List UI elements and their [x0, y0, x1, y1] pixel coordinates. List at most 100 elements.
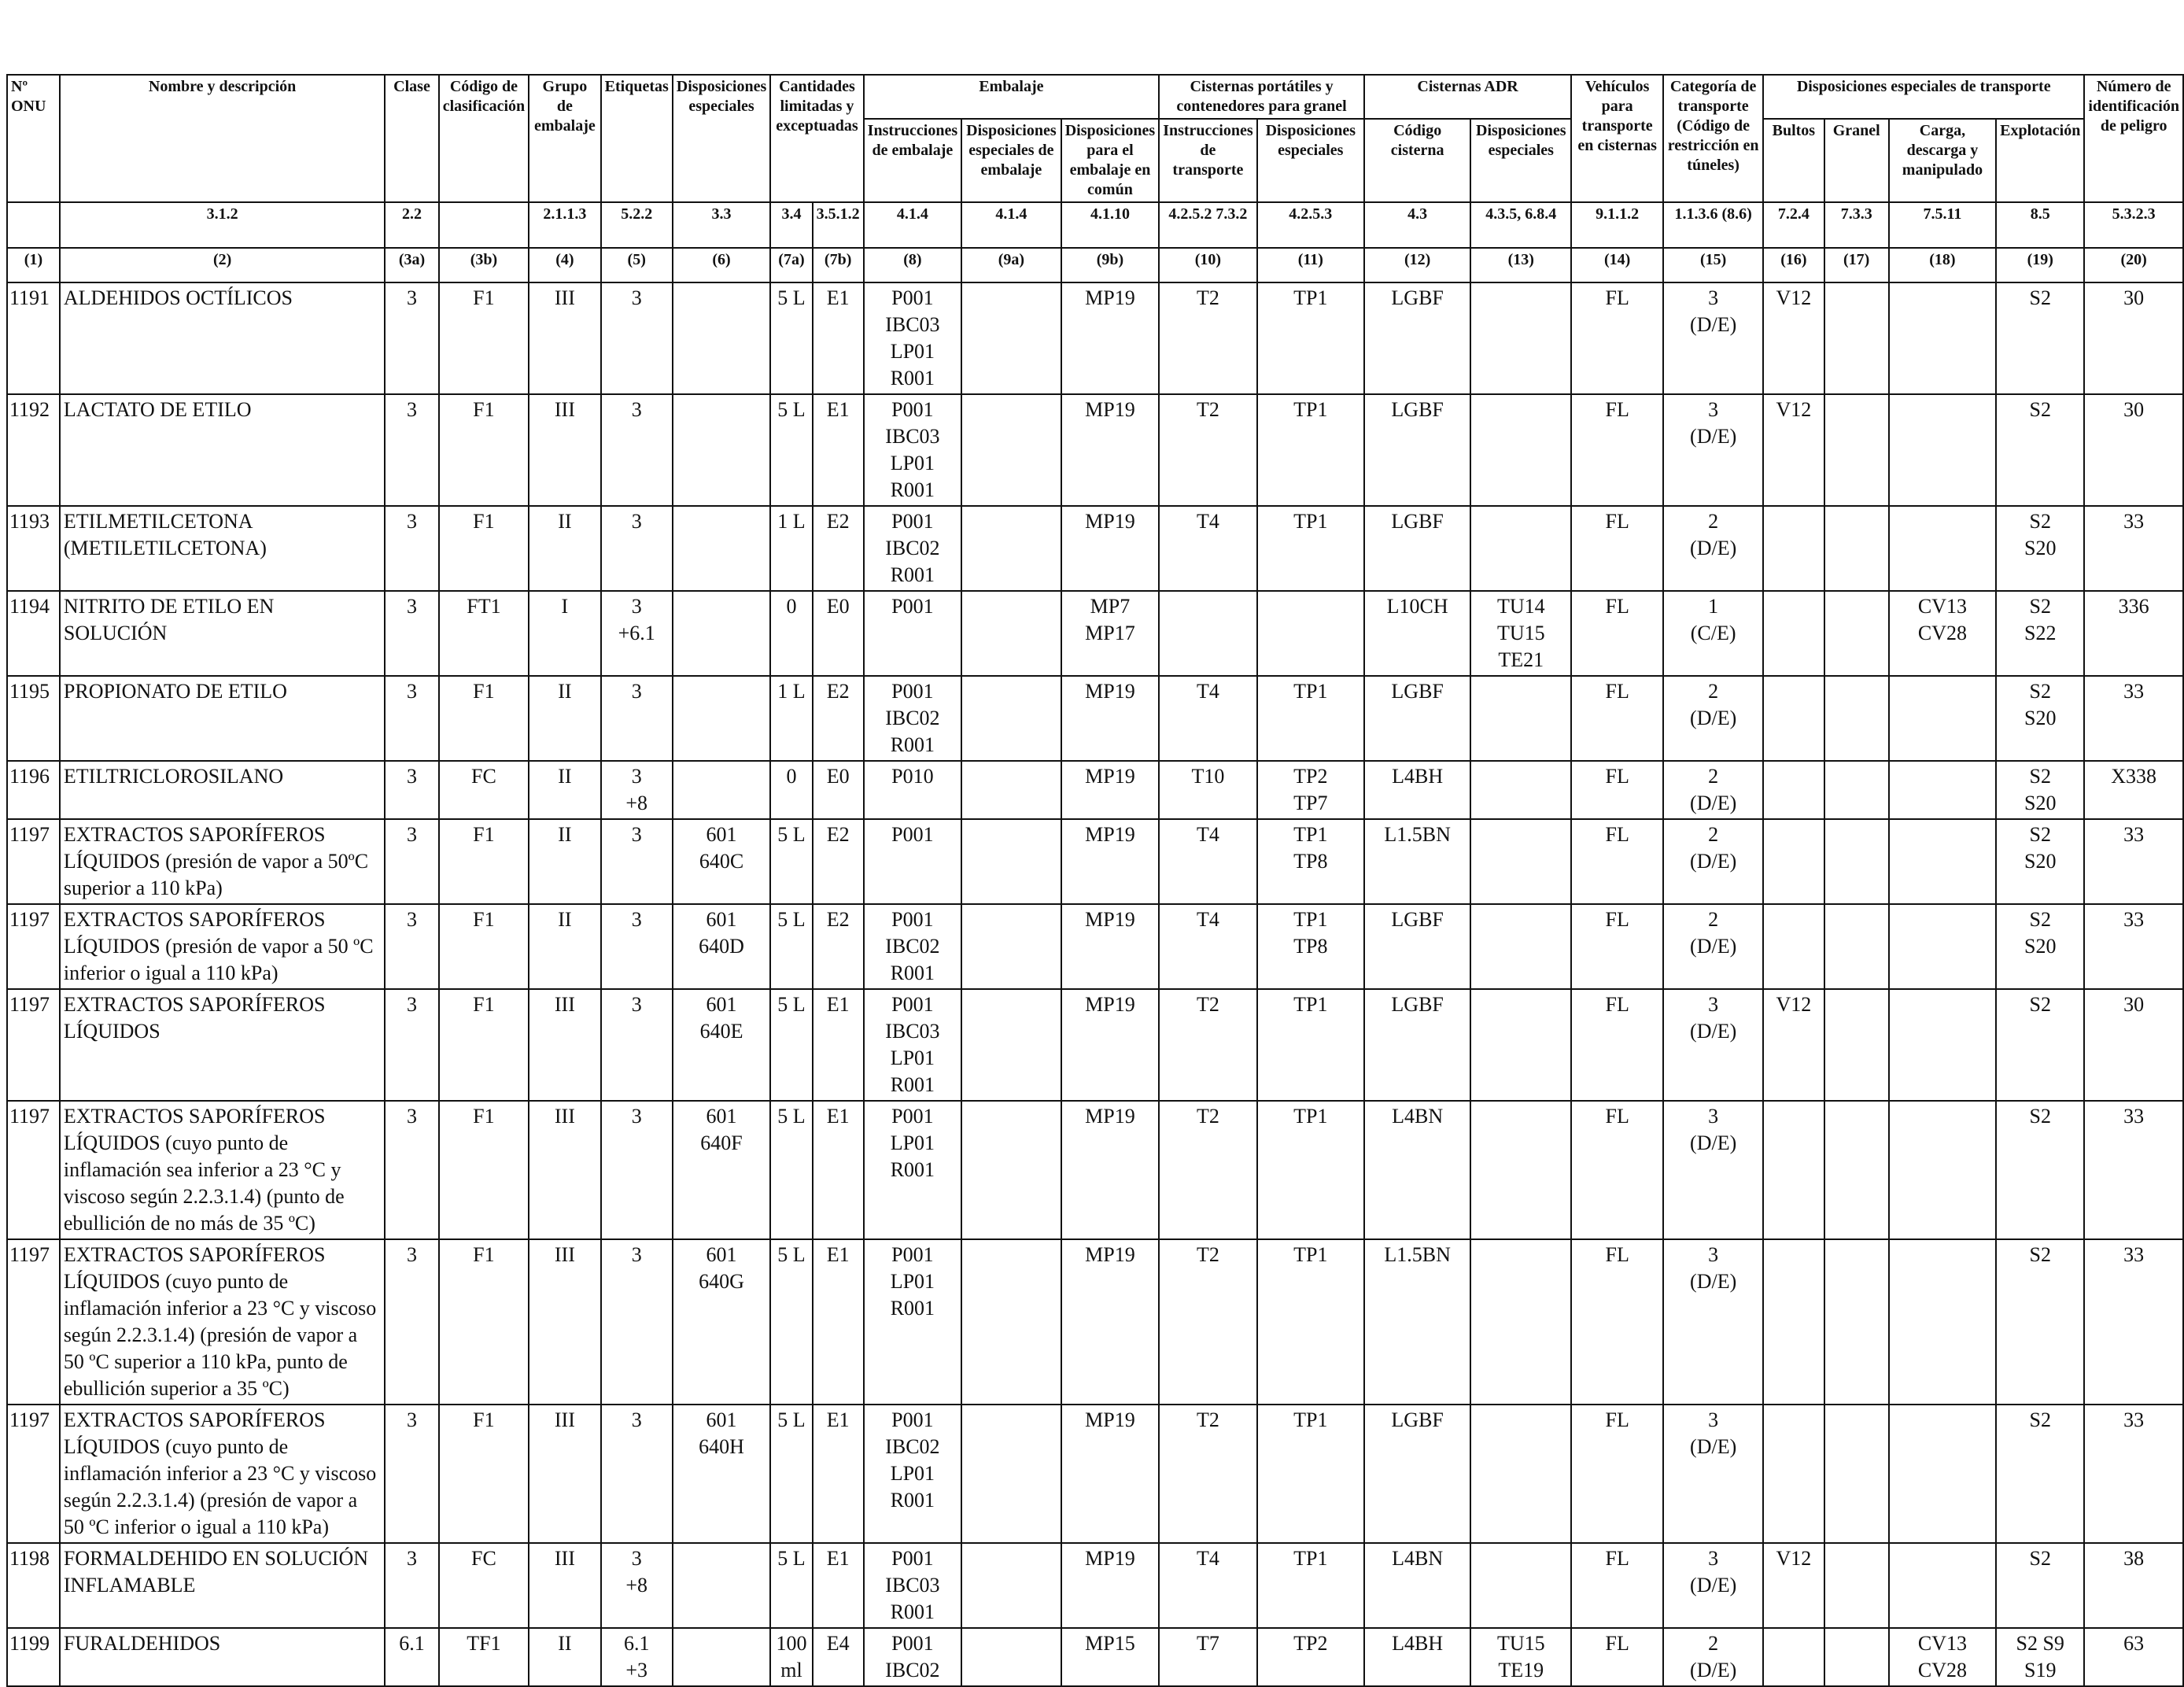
table-cell [671, 1627, 772, 1687]
reference-cell: 5.2.2 [599, 201, 673, 249]
header-emb-comun: Disposiciones para el embalaje en común [1060, 118, 1160, 203]
table-cell: L1.5BN [1363, 818, 1472, 905]
table-cell: MP19 [1060, 282, 1160, 395]
table-cell: FC [437, 760, 530, 820]
table-cell: 5 L [769, 282, 813, 395]
table-cell: TP1 TP8 [1256, 903, 1365, 990]
table-cell [1762, 1404, 1825, 1544]
column-number: (11) [1256, 247, 1365, 283]
reference-cell: 3.3 [671, 201, 772, 249]
table-cell: EXTRACTOS SAPORÍFEROS LÍQUIDOS [58, 988, 386, 1102]
table-cell: S2 [1995, 988, 2086, 1102]
table-cell: 1197 [6, 988, 61, 1102]
header-onu: Nº ONU [6, 74, 61, 203]
table-cell: MP19 [1060, 818, 1160, 905]
table-cell [1762, 675, 1825, 762]
table-row: 1191 ALDEHIDOS OCTÍLICOS 3 F1 III 3 5 L E1 P001 … [6, 282, 2184, 395]
table-cell: MP19 [1060, 760, 1160, 820]
table-cell: FL [1570, 903, 1665, 990]
table-cell: FURALDEHIDOS [58, 1627, 386, 1687]
header-emb-instr: Instrucciones de embalaje [862, 118, 963, 203]
table-cell: 3 +8 [599, 760, 673, 820]
header-cp-disp: Disposiciones especiales [1256, 118, 1365, 203]
table-cell: TP2 TP7 [1256, 760, 1365, 820]
table-cell [1823, 282, 1890, 395]
table-row: 1197 EXTRACTOS SAPORÍFEROS LÍQUIDOS (cuyo… [6, 1238, 2184, 1405]
table-cell [1887, 760, 1998, 820]
table-cell: S2 S20 [1995, 818, 2086, 905]
table-cell: 1193 [6, 505, 61, 592]
table-cell: E1 [811, 1542, 865, 1629]
table-cell: 2 (D/E) [1662, 760, 1765, 820]
table-cell: E4 [811, 1627, 865, 1687]
table-cell [671, 1542, 772, 1629]
table-cell: 3 [599, 818, 673, 905]
reference-cell: 4.1.10 [1060, 201, 1160, 249]
table-cell: III [528, 282, 602, 395]
column-number: (15) [1662, 247, 1765, 283]
column-number: (12) [1363, 247, 1472, 283]
header-cp-instr: Instrucciones de transporte [1158, 118, 1258, 203]
table-cell: 5 L [769, 988, 813, 1102]
table-cell: MP19 [1060, 505, 1160, 592]
column-number: (2) [58, 247, 386, 283]
column-number: (3b) [437, 247, 530, 283]
table-cell [1887, 1100, 1998, 1240]
table-cell [1887, 1404, 1998, 1544]
table-cell: 601 640F [671, 1100, 772, 1240]
table-cell: 33 [2083, 675, 2184, 762]
table-cell: LGBF [1363, 988, 1472, 1102]
table-cell: 3 [384, 1100, 440, 1240]
table-cell [1470, 1238, 1573, 1405]
reference-cell: 2.1.1.3 [528, 201, 602, 249]
column-number: (8) [862, 247, 963, 283]
table-cell: E1 [811, 282, 865, 395]
table-cell: 33 [2083, 1100, 2184, 1240]
table-cell [961, 590, 1062, 677]
table-cell: 1197 [6, 1404, 61, 1544]
table-cell: 601 640C [671, 818, 772, 905]
reference-cell: 7.2.4 [1762, 201, 1825, 249]
table-cell: 1197 [6, 818, 61, 905]
table-cell [1823, 988, 1890, 1102]
header-adr-codigo: Código cisterna [1363, 118, 1472, 203]
column-number: (17) [1823, 247, 1890, 283]
column-number: (20) [2083, 247, 2184, 283]
table-cell: T4 [1158, 903, 1258, 990]
table-cell: 3 [384, 590, 440, 677]
table-cell: FL [1570, 393, 1665, 507]
table-cell: F1 [437, 1238, 530, 1405]
table-cell: FC [437, 1542, 530, 1629]
table-cell: TP1 [1256, 1238, 1365, 1405]
table-cell: F1 [437, 393, 530, 507]
header-nombre: Nombre y descripción [58, 74, 386, 203]
header-numero-peligro: Número de identificación de peligro [2083, 74, 2184, 203]
table-cell: EXTRACTOS SAPORÍFEROS LÍQUIDOS (cuyo pun… [58, 1238, 386, 1405]
table-cell: S2 S9 S19 [1995, 1627, 2086, 1687]
table-cell: L4BH [1363, 1627, 1472, 1687]
table-cell: LGBF [1363, 675, 1472, 762]
table-cell: S2 [1995, 393, 2086, 507]
table-cell: 5 L [769, 1542, 813, 1629]
table-cell [1762, 760, 1825, 820]
table-cell: 33 [2083, 1238, 2184, 1405]
table-cell: FL [1570, 760, 1665, 820]
table-cell: L4BH [1363, 760, 1472, 820]
table-cell [961, 1404, 1062, 1544]
table-cell: II [528, 818, 602, 905]
table-row: 1197 EXTRACTOS SAPORÍFEROS LÍQUIDOS (pres… [6, 818, 2184, 905]
table-cell: F1 [437, 675, 530, 762]
table-cell: 3 [599, 393, 673, 507]
table-cell [1887, 282, 1998, 395]
table-cell [671, 393, 772, 507]
table-cell: MP19 [1060, 1100, 1160, 1240]
table-cell: 33 [2083, 505, 2184, 592]
table-cell: CV13 CV28 [1887, 590, 1998, 677]
column-number: (13) [1470, 247, 1573, 283]
table-cell [1470, 675, 1573, 762]
table-cell: 30 [2083, 393, 2184, 507]
table-cell: 33 [2083, 903, 2184, 990]
table-cell: 0 [769, 760, 813, 820]
table-row: 1197 EXTRACTOS SAPORÍFEROS LÍQUIDOS (pres… [6, 903, 2184, 990]
column-number: (6) [671, 247, 772, 283]
